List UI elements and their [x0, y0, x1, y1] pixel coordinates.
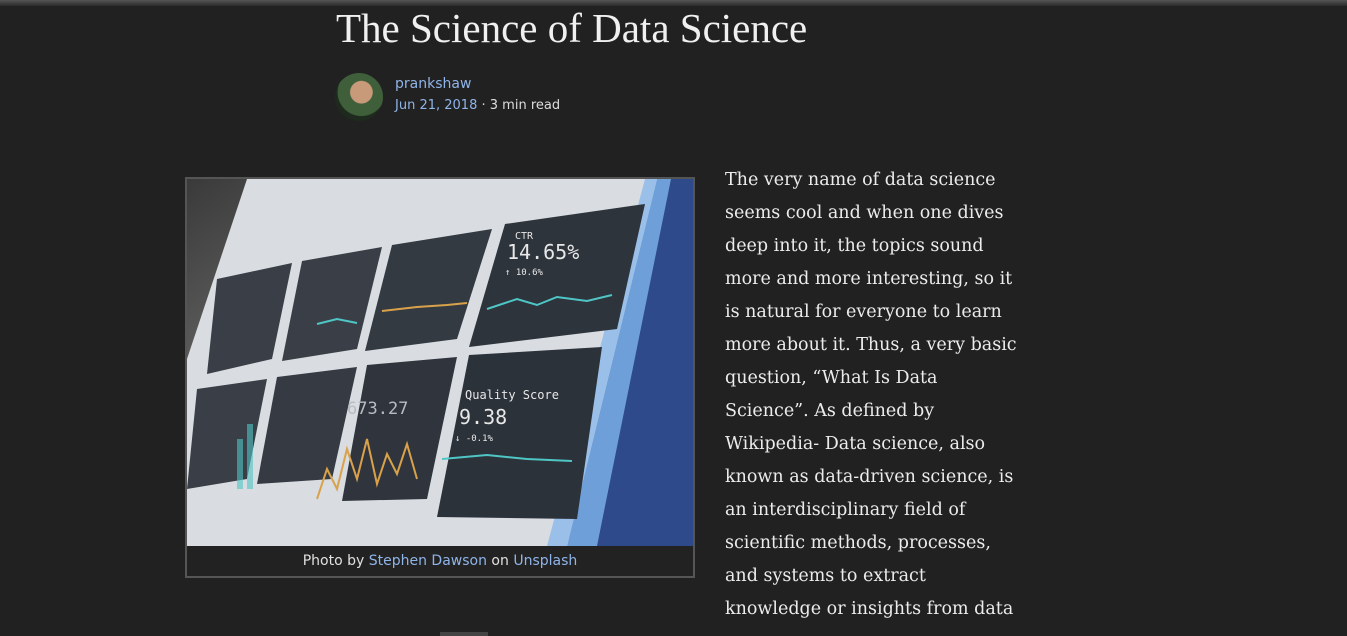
- paragraph-line: Wikipedia- Data science, also: [725, 434, 986, 454]
- photo-text: Quality Score: [465, 388, 559, 402]
- paragraph-line: question, “What Is Data: [725, 368, 938, 388]
- author-avatar[interactable]: [335, 73, 383, 121]
- article-meta: Jun 21, 2018 · 3 min read: [395, 98, 560, 113]
- article-title: The Science of Data Science: [336, 5, 808, 51]
- photographer-link[interactable]: Stephen Dawson: [368, 553, 487, 569]
- figure: CTR 14.65% ↑ 10.6% Quality Score 9.38 ↓ …: [185, 177, 695, 578]
- scroll-stub: [440, 632, 488, 636]
- paragraph-line: is natural for everyone to learn: [725, 302, 1002, 322]
- paragraph-line: known as data-driven science, is: [725, 467, 1014, 487]
- site-link[interactable]: Unsplash: [513, 553, 578, 569]
- paragraph-line: seems cool and when one dives: [725, 203, 1004, 223]
- photo: CTR 14.65% ↑ 10.6% Quality Score 9.38 ↓ …: [187, 179, 693, 546]
- publish-date[interactable]: Jun 21, 2018: [395, 98, 478, 113]
- separator: ·: [481, 98, 486, 113]
- read-time: 3 min read: [489, 98, 561, 113]
- caption-text: on: [491, 553, 509, 569]
- paragraph-line: Science”. As defined by: [725, 401, 935, 421]
- paragraph-line: more about it. Thus, a very basic: [725, 335, 1017, 355]
- paragraph-line: and systems to extract: [725, 566, 926, 586]
- photo-text: 14.65%: [507, 240, 579, 264]
- paragraph-line: deep into it, the topics sound: [725, 236, 984, 256]
- photo-text: ↑ 10.6%: [505, 268, 544, 278]
- paragraph-line: more and more interesting, so it: [725, 269, 1013, 289]
- paragraph-line: an interdisciplinary field of: [725, 500, 966, 520]
- photo-text: 673.27: [347, 399, 408, 419]
- paragraph-line: scientific methods, processes,: [725, 533, 991, 553]
- photo-text: 9.38: [459, 405, 507, 429]
- author-name[interactable]: prankshaw: [395, 76, 472, 92]
- paragraph-line: The very name of data science: [725, 170, 996, 190]
- article-paragraph: The very name of data science seems cool …: [725, 164, 1017, 626]
- caption-text: Photo by: [302, 553, 365, 569]
- photo-text: CTR: [515, 231, 534, 242]
- caption: Photo by Stephen Dawson on Unsplash: [187, 546, 693, 576]
- top-strip: [0, 0, 1347, 6]
- photo-text: ↓ -0.1%: [455, 434, 494, 444]
- paragraph-line: knowledge or insights from data: [725, 599, 1014, 619]
